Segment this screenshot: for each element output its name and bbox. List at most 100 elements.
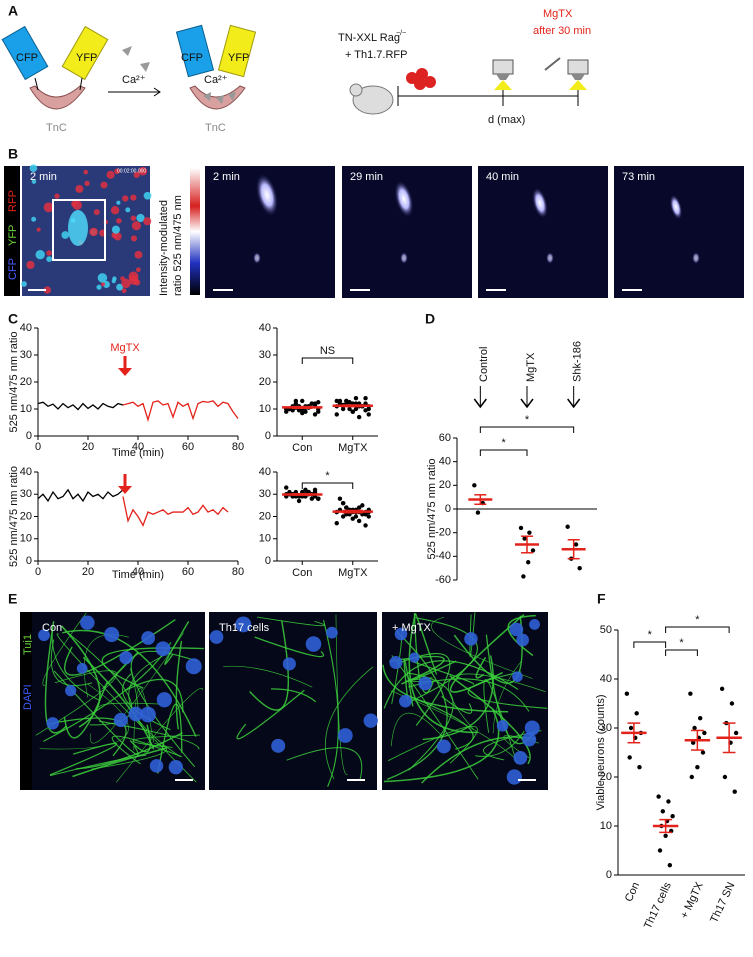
mouse-label: TN-XXL Rag: [338, 32, 400, 44]
cell: [692, 252, 700, 264]
panel-letter: C: [8, 311, 18, 327]
nucleus: [119, 651, 133, 665]
neurite: [286, 747, 363, 781]
cell: [546, 252, 554, 264]
cell: [130, 194, 137, 201]
cell: [68, 210, 88, 246]
cell: [143, 217, 152, 226]
panel-letter: E: [8, 591, 17, 607]
significance-label: *: [648, 629, 653, 641]
cell: [130, 235, 138, 242]
image-label: Th17 cells: [219, 622, 270, 634]
cell: [113, 232, 122, 241]
y-tick-label: 30: [600, 722, 612, 734]
data-point: [334, 398, 339, 404]
cell: [134, 250, 143, 259]
y-tick-label: 0: [606, 869, 612, 881]
data-point: [689, 774, 694, 780]
category-label: Con: [292, 567, 312, 579]
cell: [116, 200, 121, 205]
data-point: [565, 524, 570, 529]
cell: [130, 215, 137, 221]
y-tick-label: 0: [445, 503, 451, 515]
category-arrow: [473, 398, 487, 409]
cells-label: + Th1.7.RFP: [345, 49, 407, 61]
data-point: [702, 730, 707, 736]
cell: [136, 213, 145, 223]
x-tick-label: 80: [232, 566, 244, 578]
data-point: [363, 408, 368, 413]
neurite: [271, 688, 317, 703]
data-point: [577, 565, 582, 571]
data-point: [475, 510, 481, 515]
cell: [102, 280, 110, 289]
cell: [31, 179, 37, 184]
data-point: [350, 516, 355, 521]
cell: [97, 273, 108, 283]
ion-icon: [140, 62, 150, 72]
nucleus: [326, 626, 338, 639]
x-tick-label: 0: [35, 441, 41, 453]
data-point: [627, 755, 632, 760]
x-axis-label: Time (min): [112, 569, 164, 581]
data-point: [312, 401, 318, 406]
data-point: [290, 408, 295, 413]
nucleus: [282, 657, 296, 671]
frame-time: 2 min: [213, 171, 240, 183]
cell: [29, 164, 38, 173]
neurite: [322, 619, 339, 787]
category-label: + MgTX: [678, 880, 706, 921]
neurite: [122, 673, 171, 731]
neurite: [422, 655, 494, 741]
data-point: [337, 496, 343, 501]
y-axis-label: 525 nm/475 nm ratio: [8, 332, 20, 433]
data-point: [287, 489, 292, 495]
cell: [31, 216, 37, 222]
panel-letter: D: [425, 311, 435, 327]
x-tick-label: 20: [82, 566, 94, 578]
label-ion: Ca²⁺: [122, 74, 146, 86]
y-axis-label: Viable neurons (counts): [595, 695, 607, 811]
data-point: [526, 560, 531, 565]
neurite: [82, 656, 155, 750]
cell: [669, 194, 683, 220]
nucleus: [496, 719, 509, 732]
nucleus: [524, 720, 540, 736]
significance-bracket: [479, 449, 528, 456]
y-tick-label: 0: [265, 555, 271, 567]
data-point: [722, 774, 728, 780]
data-point: [312, 489, 318, 495]
colorbar: [190, 168, 200, 295]
time-label: 2 min: [30, 171, 57, 183]
data-point: [695, 765, 700, 770]
y-tick-label: 0: [265, 430, 271, 442]
y-axis-label: 525 nm/475 nm ratio: [426, 459, 438, 560]
data-point: [350, 409, 355, 414]
data-point: [303, 487, 308, 492]
neurite: [449, 613, 525, 693]
data-point: [309, 401, 315, 406]
nucleus: [513, 751, 528, 765]
cell: [46, 250, 52, 256]
roi-box: [52, 199, 106, 261]
neurite: [475, 656, 487, 679]
neurite: [62, 629, 197, 737]
data-point: [729, 701, 735, 706]
y-tick-label: 0: [26, 430, 32, 442]
category-label: MgTX: [338, 442, 368, 454]
channel-strip: [4, 166, 20, 296]
neurite: [53, 670, 139, 756]
data-point: [300, 410, 305, 416]
neurite: [75, 732, 183, 770]
category-label: MgTX: [525, 352, 537, 382]
x-tick-label: 40: [132, 566, 144, 578]
cell: [125, 207, 131, 213]
data-point: [657, 848, 663, 853]
data-point: [518, 525, 524, 531]
data-point: [312, 412, 318, 417]
y-tick-label: 20: [20, 376, 32, 388]
cell: [93, 209, 100, 216]
line-series: [37, 488, 124, 503]
x-axis-label: Time (min): [112, 447, 164, 459]
